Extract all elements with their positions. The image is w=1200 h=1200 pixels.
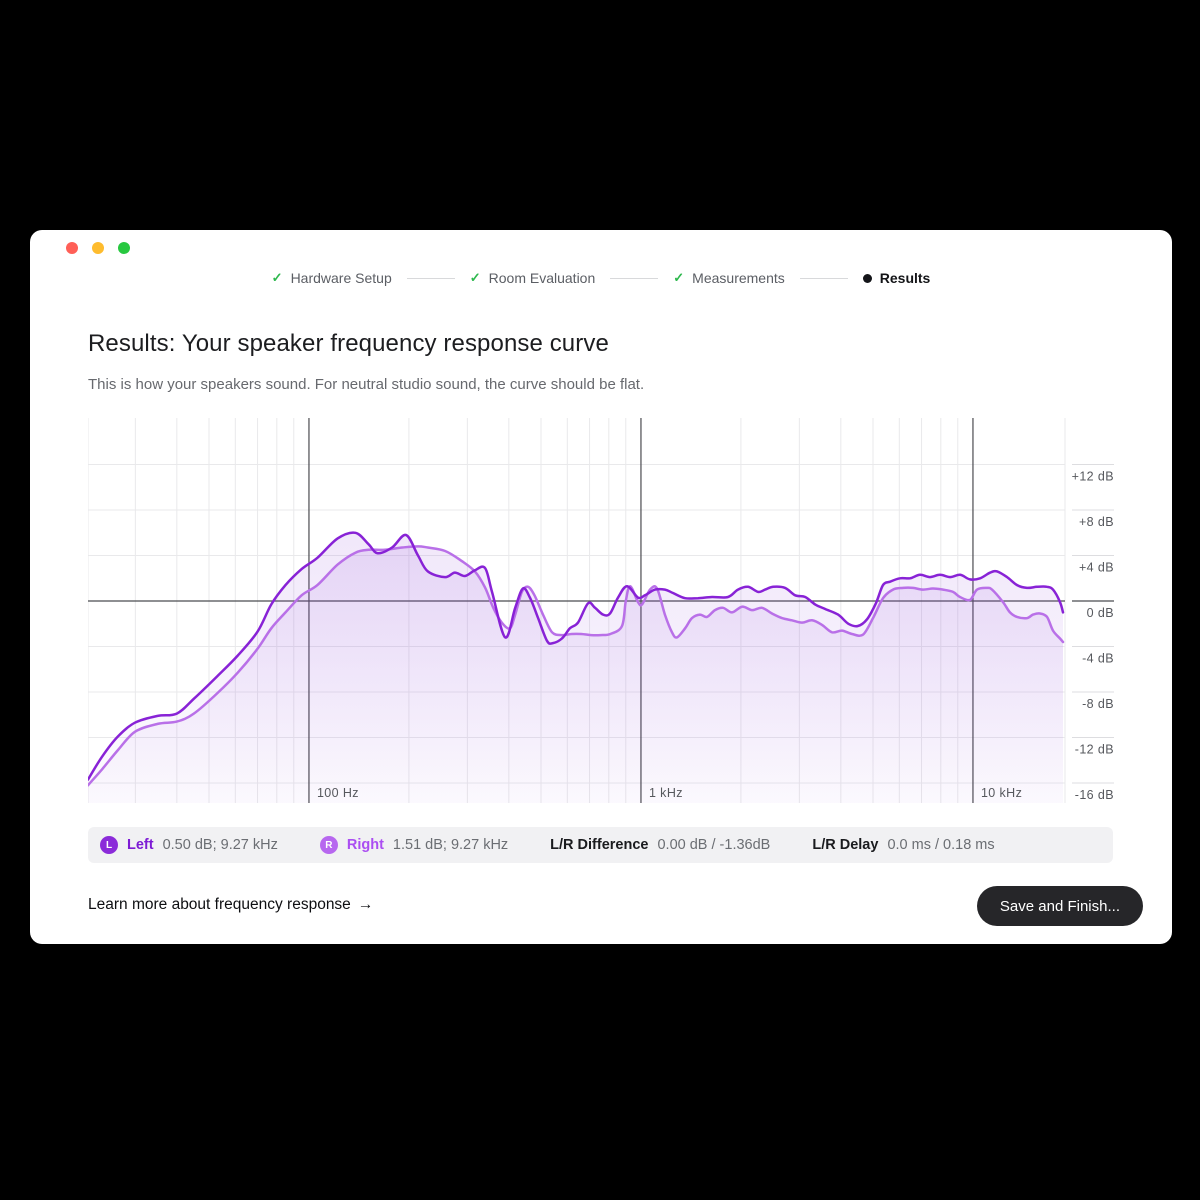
wizard-stepper: ✓ Hardware Setup ✓ Room Evaluation ✓ Mea…: [30, 270, 1172, 286]
page-subtitle: This is how your speakers sound. For neu…: [88, 376, 645, 393]
y-axis-tick-label: -16 dB: [1075, 788, 1114, 802]
step-room-evaluation[interactable]: ✓ Room Evaluation: [470, 270, 596, 286]
active-step-dot-icon: [862, 273, 872, 283]
minimize-window-button[interactable]: [92, 242, 104, 254]
stats-bar: L Left 0.50 dB; 9.27 kHz R Right 1.51 dB…: [88, 827, 1113, 863]
x-axis-tick-label: 100 Hz: [317, 786, 359, 800]
y-axis-tick-label: -8 dB: [1082, 697, 1114, 711]
x-axis-tick-label: 10 kHz: [981, 786, 1022, 800]
check-icon: ✓: [469, 270, 481, 285]
left-curve-fill: [88, 532, 1063, 803]
right-channel-label: Right: [346, 837, 384, 853]
lr-delay-value: 0.0 ms / 0.18 ms: [887, 837, 995, 853]
y-axis-tick-label: -12 dB: [1075, 743, 1114, 757]
app-window: ✓ Hardware Setup ✓ Room Evaluation ✓ Mea…: [30, 230, 1172, 944]
right-channel-stat: R Right 1.51 dB; 9.27 kHz: [319, 836, 509, 854]
step-hardware-setup[interactable]: ✓ Hardware Setup: [272, 270, 392, 286]
learn-more-link[interactable]: Learn more about frequency response →: [88, 896, 373, 914]
frequency-response-chart: +12 dB +8 dB +4 dB 0 dB -4 dB -8 dB -12 dB -16 …: [88, 418, 1114, 803]
y-axis-tick-label: +4 dB: [1079, 561, 1114, 575]
right-channel-badge: R: [319, 836, 338, 854]
y-axis-tick-label: +12 dB: [1072, 470, 1114, 484]
right-curve: [88, 545, 1065, 787]
step-connector: [406, 277, 455, 279]
left-channel-stat: L Left 0.50 dB; 9.27 kHz: [100, 836, 278, 854]
step-connector: [610, 277, 659, 279]
step-label: Room Evaluation: [488, 270, 596, 286]
arrow-right-icon: →: [357, 896, 374, 913]
save-and-finish-button[interactable]: Save and Finish...: [976, 886, 1143, 926]
left-channel-label: Left: [127, 837, 154, 853]
step-connector: [799, 277, 848, 279]
step-results[interactable]: Results: [862, 270, 931, 286]
step-label: Results: [879, 270, 931, 286]
learn-more-label: Learn more about frequency response: [88, 896, 351, 913]
check-icon: ✓: [673, 270, 685, 285]
left-channel-value: 0.50 dB; 9.27 kHz: [162, 837, 278, 853]
step-label: Measurements: [692, 270, 785, 286]
lr-delay-stat: L/R Delay 0.0 ms / 0.18 ms: [812, 837, 994, 853]
zoom-window-button[interactable]: [118, 242, 130, 254]
lr-difference-stat: L/R Difference 0.00 dB / -1.36dB: [550, 837, 770, 853]
lr-difference-label: L/R Difference: [550, 837, 649, 853]
y-axis-tick-label: +8 dB: [1079, 515, 1114, 529]
y-axis-tick-label: -4 dB: [1082, 652, 1114, 666]
check-icon: ✓: [271, 270, 283, 285]
window-controls: [66, 242, 130, 254]
step-label: Hardware Setup: [290, 270, 392, 286]
x-axis-tick-label: 1 kHz: [649, 786, 683, 800]
step-measurements[interactable]: ✓ Measurements: [673, 270, 785, 286]
right-channel-value: 1.51 dB; 9.27 kHz: [392, 837, 509, 853]
lr-difference-value: 0.00 dB / -1.36dB: [657, 837, 771, 853]
y-axis-tick-label: 0 dB: [1087, 606, 1114, 620]
close-window-button[interactable]: [66, 242, 78, 254]
lr-delay-label: L/R Delay: [812, 837, 879, 853]
page-title: Results: Your speaker frequency response…: [88, 330, 609, 357]
left-channel-badge: L: [100, 836, 118, 854]
left-curve: [88, 531, 1065, 781]
